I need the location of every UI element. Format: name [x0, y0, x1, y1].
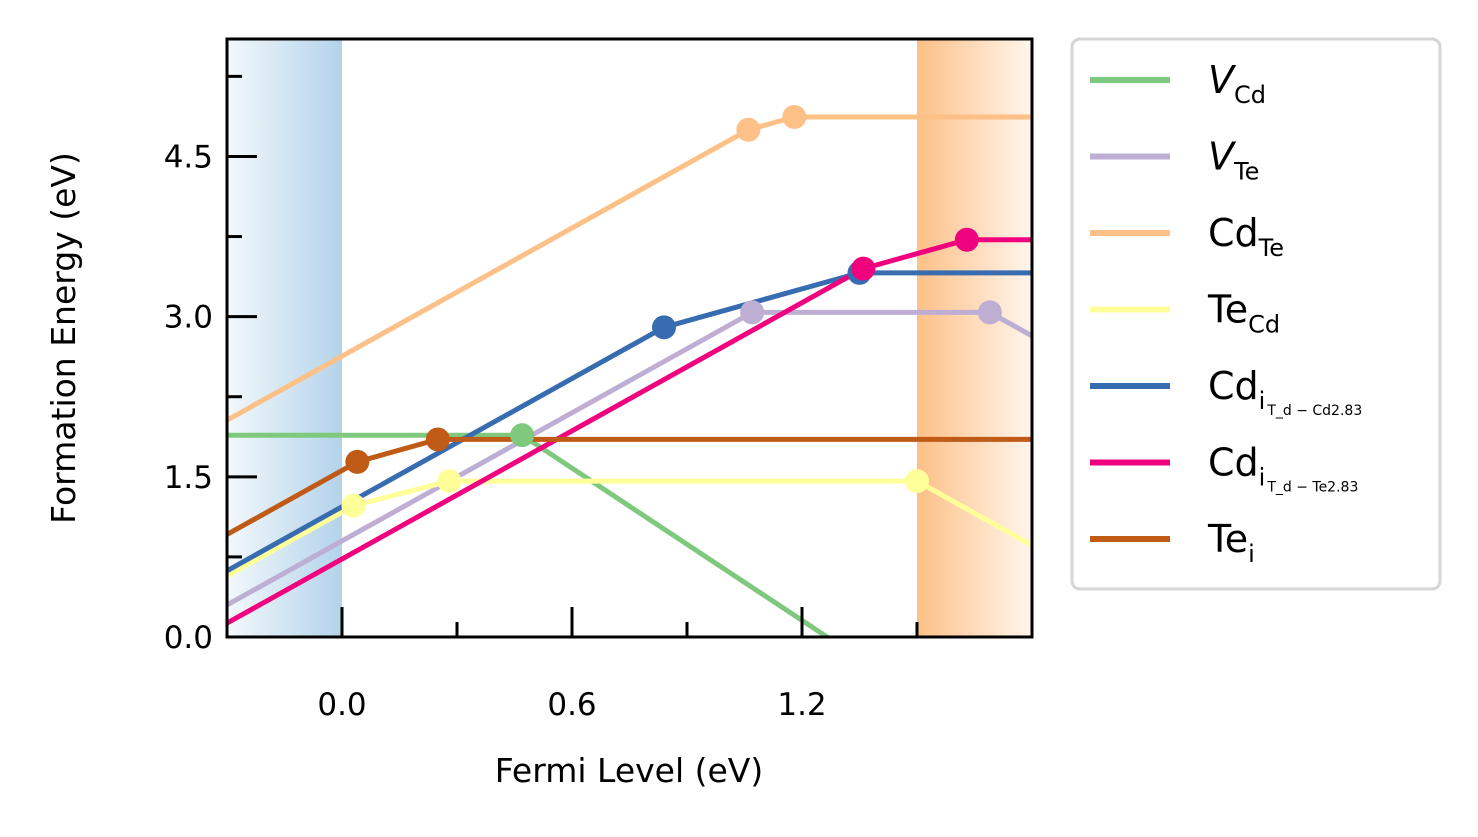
series-3-point-0 [341, 493, 366, 518]
y-tick-label: 1.5 [164, 460, 213, 496]
legend-label-0: VCd [1208, 58, 1266, 109]
series-lines [227, 114, 1032, 637]
x-tick-label: 1.2 [777, 687, 826, 723]
y-tick-label: 0.0 [164, 620, 213, 656]
valence-band-region [227, 39, 342, 637]
series-5-point-0 [851, 256, 876, 281]
conduction-band-region [917, 39, 1032, 637]
legend-label-1: VTe [1208, 135, 1259, 186]
series-line-2 [227, 114, 1032, 423]
legend: VCd VTe CdTe TeCd Cdi T_d − Cd2.83 Cdi T_d − Te… [1070, 37, 1442, 591]
series-line-1 [227, 309, 1032, 608]
series-line-6 [227, 436, 1032, 537]
y-axis-label: Formation Energy (eV) [44, 152, 83, 524]
y-tick-label: 3.0 [164, 300, 213, 336]
band-shading [227, 39, 1032, 637]
series-markers [341, 104, 1002, 518]
series-1-point-0 [740, 300, 765, 325]
x-tick-label: 0.6 [547, 687, 596, 723]
x-tick-label: 0.0 [317, 687, 366, 723]
plot-frame [225, 37, 1034, 639]
series-0-point-0 [510, 423, 535, 448]
series-4-point-0 [652, 315, 676, 340]
legend-box [1070, 37, 1442, 591]
series-5-point-1 [954, 227, 979, 252]
legend-label-2: CdTe [1208, 211, 1284, 262]
series-6-point-1 [425, 427, 450, 452]
series-6-point-0 [345, 449, 370, 474]
y-tick-label: 4.5 [164, 139, 213, 175]
series-line-5 [227, 237, 1032, 626]
x-axis-label: Fermi Level (eV) [495, 751, 764, 790]
series-line-4 [227, 270, 1032, 573]
axis-ticks: 0.0 0.6 1.2 0.0 1.5 3.0 4.5 [164, 74, 919, 723]
series-3-point-2 [905, 469, 929, 494]
series-3-point-1 [437, 469, 462, 494]
legend-label-4: Cdi T_d − Cd2.83 [1208, 364, 1362, 419]
series-1-point-1 [977, 300, 1002, 325]
series-2-point-0 [736, 117, 761, 142]
legend-label-3: TeCd [1207, 288, 1280, 339]
legend-label-6: Tei [1207, 517, 1255, 568]
legend-label-5: Cdi T_d − Te2.83 [1208, 441, 1358, 496]
series-2-point-1 [782, 104, 807, 129]
